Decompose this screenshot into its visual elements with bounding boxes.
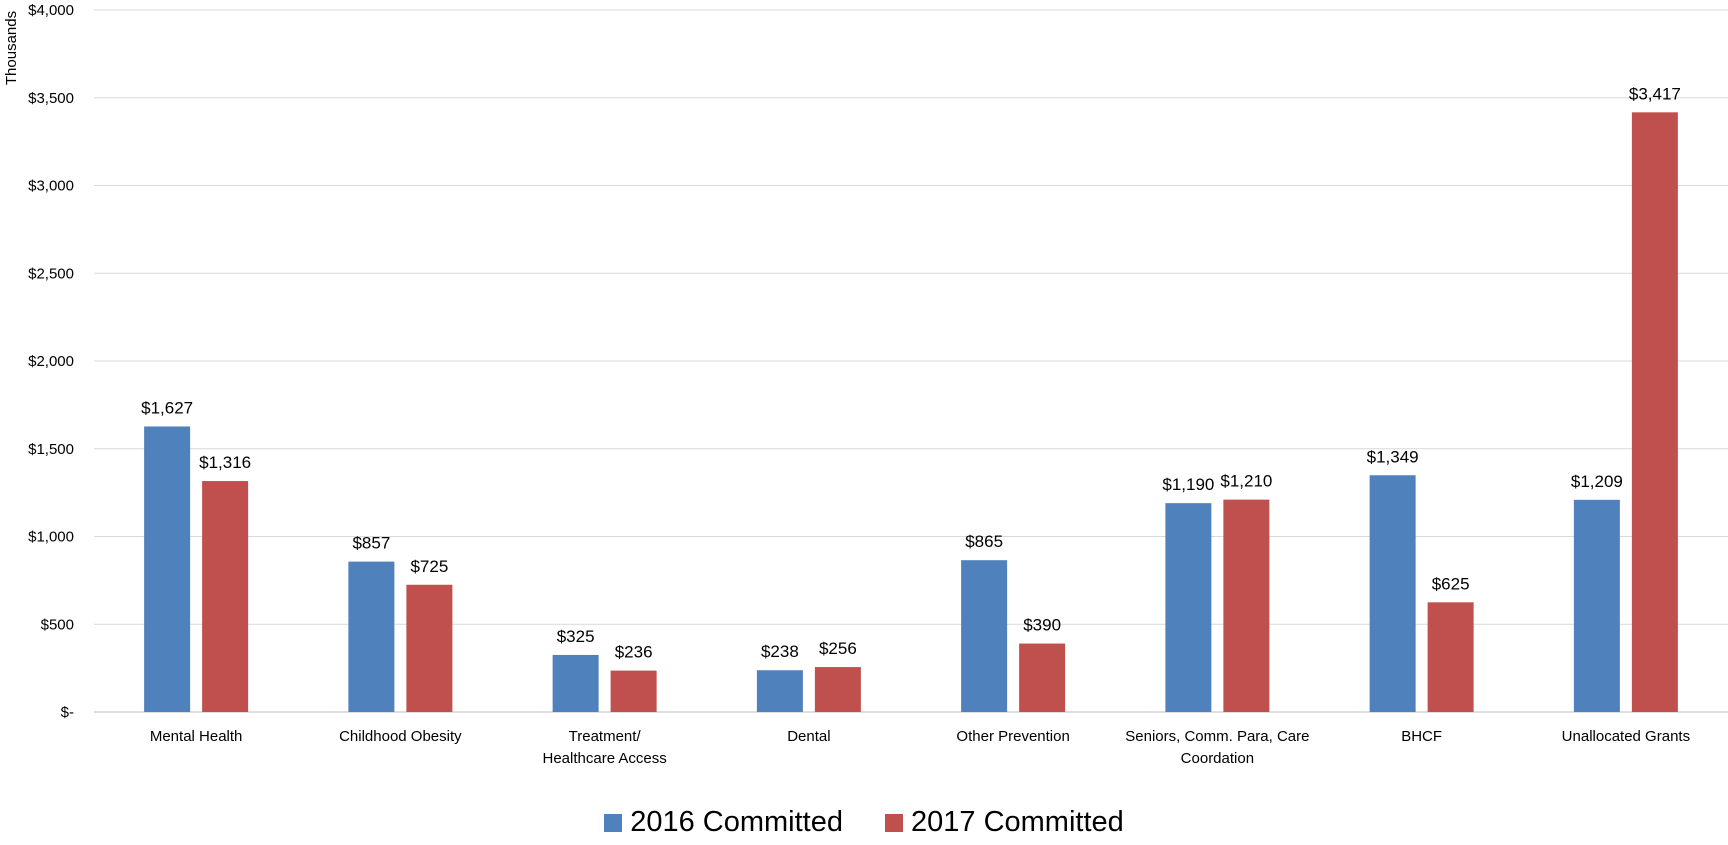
bar — [1573, 499, 1620, 712]
legend-swatch-2017 — [885, 813, 903, 832]
data-label: $1,316 — [199, 453, 251, 472]
gridlines — [94, 9, 1728, 713]
legend-swatch-2016 — [604, 813, 623, 832]
y-tick-label: $2,500 — [28, 265, 74, 282]
bar — [1631, 112, 1678, 712]
y-tick-label: $3,000 — [28, 178, 74, 195]
category-label: Healthcare Access — [543, 750, 667, 767]
data-label: $857 — [352, 534, 390, 553]
bar — [1165, 503, 1212, 712]
bar — [610, 670, 657, 712]
legend-item-2016: 2016 Committed — [604, 808, 843, 837]
legend-label-2017: 2017 Committed — [911, 806, 1124, 838]
y-tick-label: $500 — [41, 616, 74, 633]
bar — [1369, 475, 1416, 712]
bar — [552, 654, 599, 712]
bar — [756, 670, 803, 712]
data-label: $625 — [1432, 574, 1470, 593]
data-label: $865 — [965, 532, 1003, 551]
data-label: $236 — [615, 643, 653, 662]
y-tick-label: $3,500 — [28, 90, 74, 107]
category-label: Unallocated Grants — [1562, 728, 1690, 745]
category-label: BHCF — [1401, 728, 1442, 745]
data-label: $256 — [819, 639, 857, 658]
category-label: Treatment/ — [569, 728, 642, 745]
x-axis-categories: Mental Health Childhood Obesity Treatment/… — [150, 728, 1690, 767]
bar — [1427, 602, 1474, 712]
bars — [144, 112, 1678, 712]
bar — [1223, 499, 1270, 712]
legend-label-2016: 2016 Committed — [630, 806, 843, 838]
data-label: $1,349 — [1367, 447, 1419, 466]
y-tick-label: $2,000 — [28, 353, 74, 370]
data-label: $1,627 — [141, 398, 193, 417]
bar-chart: $- $500 $1,000 $1,500 $2,000 $2,500 $3,000 $3,5… — [3, 2, 1728, 767]
data-label: $3,417 — [1629, 84, 1681, 103]
bar — [1019, 643, 1066, 712]
bar — [144, 426, 191, 712]
category-label: Childhood Obesity — [339, 728, 462, 745]
category-label: Other Prevention — [956, 728, 1069, 745]
y-tick-label: $- — [61, 704, 74, 721]
data-label: $1,190 — [1162, 475, 1214, 494]
data-label: $725 — [410, 557, 448, 576]
category-label: Seniors, Comm. Para, Care — [1125, 728, 1309, 745]
data-label: $1,209 — [1571, 472, 1623, 491]
category-label: Coordation — [1181, 750, 1254, 767]
category-label: Dental — [787, 728, 830, 745]
y-tick-label: $1,000 — [28, 529, 74, 546]
legend-item-2017: 2017 Committed — [885, 808, 1124, 837]
category-label: Mental Health — [150, 728, 243, 745]
y-axis-unit-label: Thousands — [3, 11, 20, 85]
bar — [348, 561, 395, 712]
legend: 2016 Committed 2017 Committed — [0, 808, 1728, 837]
bar — [406, 584, 453, 712]
y-axis-ticks: $- $500 $1,000 $1,500 $2,000 $2,500 $3,000 $3,5… — [28, 2, 74, 721]
data-label: $325 — [557, 627, 595, 646]
data-label: $390 — [1023, 616, 1061, 635]
y-tick-label: $1,500 — [28, 441, 74, 458]
data-labels: $1,627 $1,316 $857 $725 $325 $236 $238 $256 $865… — [141, 84, 1681, 661]
data-label: $238 — [761, 642, 799, 661]
bar — [814, 667, 861, 712]
y-tick-label: $4,000 — [28, 2, 74, 19]
data-label: $1,210 — [1220, 472, 1272, 491]
bar — [202, 481, 249, 712]
bar — [961, 560, 1008, 712]
